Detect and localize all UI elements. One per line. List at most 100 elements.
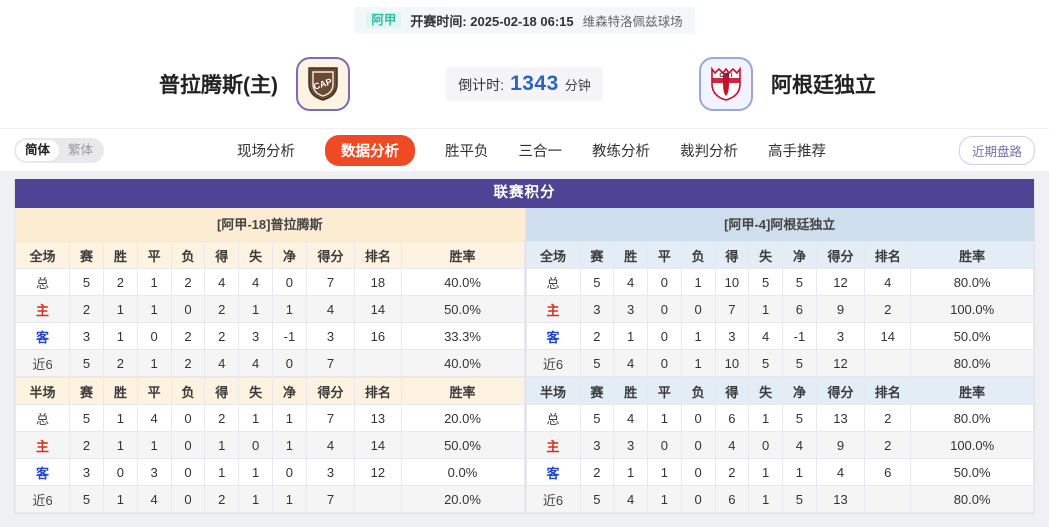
col-header: 净: [782, 377, 817, 405]
table-cell: 5: [69, 268, 104, 296]
row-label: 总: [14, 404, 71, 432]
table-cell: 0: [272, 268, 307, 296]
table-cell: 4: [613, 404, 649, 432]
row-label: 近6: [14, 485, 71, 513]
table-cell: 1: [204, 458, 240, 486]
table-cell: 1: [748, 295, 784, 323]
table-cell: 1: [613, 458, 649, 486]
col-header: 胜: [102, 241, 138, 269]
tab-4[interactable]: 教练分析: [592, 143, 650, 160]
table-cell: 1: [748, 458, 784, 486]
table-cell: 1: [680, 268, 716, 296]
tab-1[interactable]: 数据分析: [325, 134, 415, 166]
table-cell: 4: [613, 349, 649, 377]
table-row: 近6 5 4 0 1 10 5 5 12 80.0%: [525, 349, 1034, 377]
table-cell: 0: [136, 322, 172, 350]
table-cell: 2: [204, 404, 240, 432]
table-row: 总 5 2 1 2 4 4 0 7 18 40.0%: [14, 268, 525, 296]
table-cell: 9: [815, 431, 866, 459]
table-cell: 2: [864, 295, 912, 323]
table-header-row: 全场赛胜平负得失净得分 排名 胜率: [14, 241, 525, 269]
venue-text: 维森特洛佩兹球场: [582, 14, 683, 29]
tab-0[interactable]: 现场分析: [237, 143, 295, 160]
table-cell: 2: [69, 431, 104, 459]
table-cell: 1: [136, 431, 172, 459]
col-header: 胜率: [910, 377, 1034, 405]
table-cell: 12: [815, 349, 866, 377]
col-header: 平: [647, 377, 682, 405]
table-cell: 1: [238, 295, 273, 323]
table-cell: 2: [69, 295, 104, 323]
table-row: 近6 5 4 1 0 6 1 5 13 80.0%: [525, 485, 1034, 513]
table-cell: 4: [748, 322, 784, 350]
table-cell: -1: [782, 322, 817, 350]
shield-icon: C A I: [711, 66, 741, 101]
col-header: 平: [647, 241, 682, 269]
table-cell: 100.0%: [910, 295, 1034, 323]
countdown-value: 1343: [510, 72, 559, 95]
home-team[interactable]: 普拉腾斯(主) CAP: [28, 57, 358, 111]
home-standings: [阿甲-18]普拉腾斯 全场赛胜平负得失净得分 排名 胜率 总 5 2 1 2 4 4 0 7 18 4…: [14, 208, 525, 513]
away-team[interactable]: C A I 阿根廷独立: [691, 57, 1021, 111]
table-cell: 4: [815, 458, 866, 486]
row-label: 客: [14, 458, 71, 486]
table-row: 主 3 3 0 0 7 1 6 9 2 100.0%: [525, 295, 1034, 323]
col-header: 得: [204, 377, 240, 405]
col-header: 净: [272, 377, 307, 405]
tab-3[interactable]: 三合一: [518, 143, 563, 160]
table-cell: 3: [69, 322, 104, 350]
table-cell: 4: [613, 485, 649, 513]
col-header: 胜: [102, 377, 138, 405]
table-cell: 4: [136, 404, 172, 432]
table-cell: 16: [354, 322, 402, 350]
table-cell: 1: [782, 458, 817, 486]
table-cell: 80.0%: [910, 349, 1034, 377]
table-cell: 2: [204, 295, 240, 323]
table-cell: 0: [170, 295, 206, 323]
table-row: 客 2 1 1 0 2 1 1 4 6 50.0%: [525, 458, 1034, 486]
table-header-row: 全场赛胜平负得失净得分 排名 胜率: [525, 241, 1034, 269]
col-header: 平: [136, 241, 172, 269]
match-time-text: 开赛时间: 2025-02-18 06:15: [410, 13, 574, 29]
col-header: 胜率: [400, 241, 525, 269]
tab-5[interactable]: 裁判分析: [680, 143, 738, 160]
table-cell: 3: [238, 322, 273, 350]
table-row: 主 2 1 1 0 1 0 1 4 14 50.0%: [14, 431, 525, 459]
col-header: 胜: [613, 241, 649, 269]
home-team-name: 普拉腾斯(主): [159, 74, 278, 97]
lang-traditional[interactable]: 繁体: [68, 142, 94, 157]
table-cell: 0: [170, 485, 206, 513]
table-cell: 5: [748, 268, 784, 296]
tab-6[interactable]: 高手推荐: [768, 143, 826, 160]
table-row: 总 5 4 0 1 10 5 5 12 4 80.0%: [525, 268, 1034, 296]
table-cell: 4: [204, 268, 240, 296]
table-cell: 7: [305, 268, 356, 296]
col-header: 排名: [864, 377, 912, 405]
tab-2[interactable]: 胜平负: [445, 143, 489, 160]
match-header: 阿甲 开赛时间: 2025-02-18 06:15 维森特洛佩兹球场 普拉腾斯(…: [0, 0, 1049, 171]
table-cell: 4: [238, 349, 273, 377]
table-row: 客 3 1 0 2 2 3 -1 3 16 33.3%: [14, 322, 525, 350]
col-header: 得分: [305, 241, 356, 269]
col-header: 得: [204, 241, 240, 269]
recent-odds-button[interactable]: 近期盘路: [958, 135, 1035, 165]
lang-simplified[interactable]: 简体: [16, 139, 60, 161]
table-cell: 1: [136, 349, 172, 377]
table-cell: 0: [647, 295, 682, 323]
teams-row: 普拉腾斯(主) CAP 倒计时: 1343 分钟: [0, 40, 1049, 128]
table-cell: 0: [748, 431, 784, 459]
table-cell: 0: [680, 431, 716, 459]
language-toggle[interactable]: 简体 繁体: [14, 137, 105, 163]
table-cell: 0: [170, 404, 206, 432]
col-header: 排名: [354, 377, 402, 405]
table-cell: 4: [238, 268, 273, 296]
table-cell: 6: [714, 404, 750, 432]
home-team-logo: CAP: [296, 57, 350, 111]
col-header: 负: [680, 241, 716, 269]
table-row: 主 2 1 1 0 2 1 1 4 14 50.0%: [14, 295, 525, 323]
col-header: 得: [714, 377, 750, 405]
svg-text:C A I: C A I: [719, 73, 733, 79]
table-cell: 5: [579, 485, 615, 513]
table-cell: 80.0%: [910, 404, 1034, 432]
table-cell: 0: [680, 404, 716, 432]
